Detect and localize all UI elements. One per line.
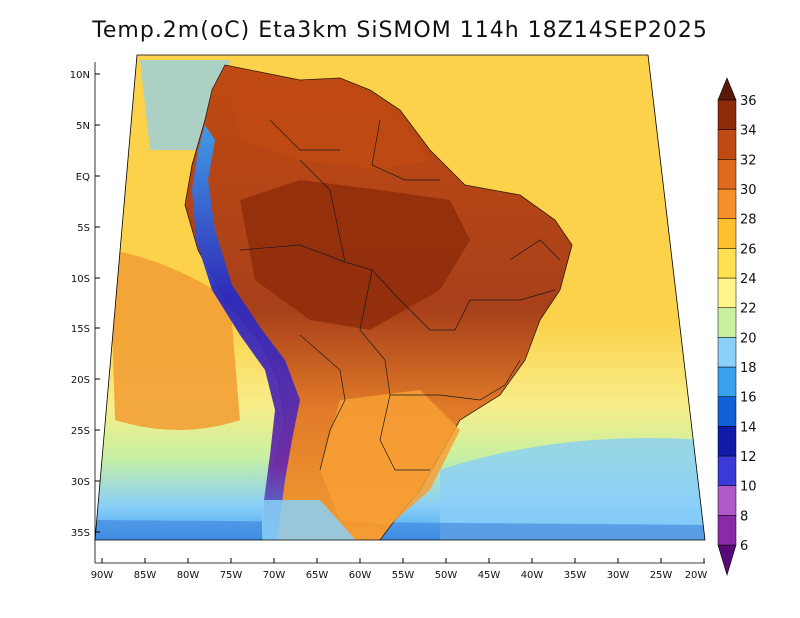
lon-label: 80W bbox=[177, 570, 200, 581]
southern-cool-land bbox=[320, 390, 460, 525]
lon-label: 35W bbox=[564, 570, 587, 581]
colorbar-segment bbox=[717, 396, 737, 427]
colorbar-label: 16 bbox=[740, 391, 757, 406]
lon-label: 45W bbox=[478, 570, 501, 581]
lon-label: 65W bbox=[306, 570, 329, 581]
lat-label: 30S bbox=[71, 477, 90, 488]
colorbar-label: 6 bbox=[740, 539, 748, 554]
amazon-hot-core bbox=[240, 180, 470, 330]
lon-label: 75W bbox=[220, 570, 243, 581]
northern-hot-region bbox=[230, 80, 430, 170]
colorbar-label: 20 bbox=[740, 331, 757, 346]
lon-label: 25W bbox=[650, 570, 673, 581]
colorbar-label: 18 bbox=[740, 361, 757, 376]
map-field bbox=[95, 55, 705, 540]
colorbar-segment bbox=[717, 218, 737, 249]
country-borders bbox=[239, 119, 561, 471]
colorbar-segment bbox=[717, 129, 737, 160]
lon-label: 85W bbox=[134, 570, 157, 581]
atlantic-cool-south bbox=[440, 438, 705, 540]
lat-label: 35S bbox=[71, 528, 90, 539]
colorbar-label: 26 bbox=[740, 242, 757, 257]
colorbar-label: 22 bbox=[740, 302, 757, 317]
lat-label: 15S bbox=[71, 324, 90, 335]
colorbar-label: 14 bbox=[740, 420, 757, 435]
map-title: Temp.2m(oC) Eta3km SiSMOM 114h 18Z14SEP2… bbox=[92, 18, 708, 43]
lat-label: 10S bbox=[71, 274, 90, 285]
lon-label: 60W bbox=[349, 570, 372, 581]
colorbar-segment bbox=[717, 248, 737, 279]
lon-label: 50W bbox=[435, 570, 458, 581]
colorbar-label: 32 bbox=[740, 153, 757, 168]
longitude-axis: 90W 85W 80W 75W 70W 65W 60W 55W 50W 45W … bbox=[91, 558, 708, 581]
lon-label: 70W bbox=[263, 570, 286, 581]
map-frame bbox=[94, 54, 706, 541]
colorbar-label: 36 bbox=[740, 94, 757, 109]
southern-cold-band bbox=[95, 520, 705, 540]
colorbar-segment bbox=[717, 99, 737, 130]
colorbar-segment bbox=[717, 485, 737, 516]
colorbar: 6 8 10 12 14 16 18 20 22 24 26 28 30 32 34 36 bbox=[717, 77, 757, 577]
colorbar-segment bbox=[717, 426, 737, 457]
lat-label: 25S bbox=[71, 426, 90, 437]
colorbar-bottom-triangle bbox=[717, 544, 737, 577]
lon-label: 40W bbox=[521, 570, 544, 581]
patagonia-cold bbox=[262, 500, 360, 540]
colorbar-label: 10 bbox=[740, 480, 757, 495]
colorbar-segment bbox=[717, 337, 737, 368]
colorbar-segment bbox=[717, 515, 737, 546]
lat-label: 20S bbox=[71, 375, 90, 386]
colorbar-segment bbox=[717, 307, 737, 338]
colorbar-segment bbox=[717, 159, 737, 190]
colorbar-label: 12 bbox=[740, 450, 757, 465]
colorbar-label: 8 bbox=[740, 509, 748, 524]
lon-label: 55W bbox=[392, 570, 415, 581]
lon-label: 30W bbox=[607, 570, 630, 581]
colorbar-segment bbox=[717, 188, 737, 219]
lat-label: EQ bbox=[76, 172, 90, 183]
colorbar-segment bbox=[717, 455, 737, 486]
pacific-warm-band bbox=[110, 250, 240, 430]
colorbar-label: 30 bbox=[740, 183, 757, 198]
lat-label: 5S bbox=[77, 223, 90, 234]
colorbar-label: 34 bbox=[740, 124, 757, 139]
colorbar-segment bbox=[717, 366, 737, 397]
colorbar-label: 24 bbox=[740, 272, 757, 287]
colorbar-segment bbox=[717, 277, 737, 308]
lon-label: 20W bbox=[685, 570, 708, 581]
latitude-axis: 10N 5N EQ 5S 10S 15S 20S 25S 30S 35S bbox=[70, 70, 100, 539]
colorbar-top-triangle bbox=[717, 77, 737, 101]
lat-label: 10N bbox=[70, 70, 90, 81]
colorbar-label: 28 bbox=[740, 213, 757, 228]
lat-label: 5N bbox=[76, 121, 90, 132]
lon-label: 90W bbox=[91, 570, 114, 581]
andes-cold-ridge bbox=[192, 125, 300, 540]
